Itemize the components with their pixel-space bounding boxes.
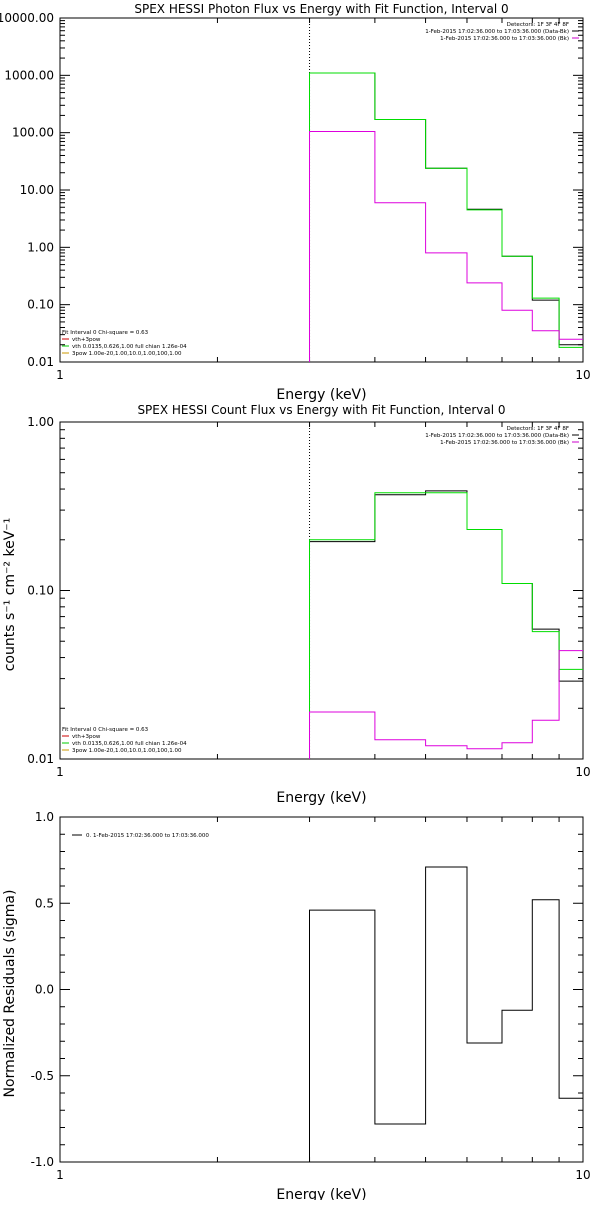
y-tick-label: 0.5 <box>35 896 54 910</box>
y-tick-label: 0.10 <box>27 584 54 598</box>
series-line-1 <box>309 492 583 759</box>
y-axis-label: Normalized Residuals (sigma) <box>2 890 18 1098</box>
y-tick-label: 0.0 <box>35 983 54 997</box>
x-axis-label: Energy (keV) <box>276 387 366 403</box>
y-tick-label: -1.0 <box>31 1155 54 1169</box>
legend-entry: vth+3pow <box>72 734 101 740</box>
legend-entry: Detectors: 1F 3F 4F 8F <box>507 22 569 28</box>
x-tick-label: 1 <box>56 765 64 779</box>
legend-entry: Fit Interval 0 Chi-square = 0.63 <box>62 330 149 336</box>
y-tick-label: 0.01 <box>27 355 54 369</box>
y-tick-label: 0.01 <box>27 752 54 766</box>
x-axis-label: Energy (keV) <box>276 790 366 806</box>
y-tick-label: 1.00 <box>27 240 54 254</box>
y-axis-label: counts s⁻¹ cm⁻² keV⁻¹ <box>2 518 18 672</box>
legend-entry: 0. 1-Feb-2015 17:02:36.000 to 17:03:36.0… <box>86 833 209 839</box>
legend-entry: 3pow 1.00e-20,1.00,10.0,1.00,100,1.00 <box>72 351 182 357</box>
plot-frame-2 <box>59 816 584 1163</box>
y-tick-label: 1.0 <box>35 810 54 824</box>
y-tick-label: 10000.00 <box>0 11 54 25</box>
chart-title-1: SPEX HESSI Count Flux vs Energy with Fit… <box>137 403 505 417</box>
legend-entry: vth 0.0135,0.626,1.00 full chian 1.26e-0… <box>72 344 187 350</box>
chart-title-0: SPEX HESSI Photon Flux vs Energy with Fi… <box>134 2 508 16</box>
legend-entry: 1-Feb-2015 17:02:36.000 to 17:03:36.000 … <box>425 29 569 35</box>
legend-entry: 1-Feb-2015 17:02:36.000 to 17:03:36.000 … <box>425 433 569 439</box>
series-line-1 <box>309 72 583 362</box>
series-line-0 <box>309 490 583 759</box>
legend-entry: 1-Feb-2015 17:02:36.000 to 17:03:36.000 … <box>440 440 569 446</box>
y-tick-label: 100.00 <box>12 126 54 140</box>
x-tick-label: 1 <box>56 1168 64 1182</box>
legend-entry: vth+3pow <box>72 337 101 343</box>
y-tick-label: -0.5 <box>31 1069 54 1083</box>
y-tick-label: 10.00 <box>20 183 54 197</box>
legend-entry: 3pow 1.00e-20,1.00,10.0,1.00,100,1.00 <box>72 748 182 754</box>
legend-entry: vth 0.0135,0.626,1.00 full chian 1.26e-0… <box>72 741 187 747</box>
y-tick-label: 0.10 <box>27 298 54 312</box>
series-line-0 <box>309 72 583 362</box>
series-line-2 <box>309 131 583 362</box>
legend-entry: Fit Interval 0 Chi-square = 0.63 <box>62 727 149 733</box>
legend-entry: 1-Feb-2015 17:02:36.000 to 17:03:36.000 … <box>440 36 569 42</box>
y-tick-label: 1000.00 <box>4 68 54 82</box>
series-line-0 <box>309 866 583 1162</box>
plot-frame-1 <box>59 421 584 760</box>
x-tick-label: 10 <box>575 368 590 382</box>
x-axis-label: Energy (keV) <box>276 1187 366 1200</box>
legend-entry: Detectors: 1F 3F 4F 8F <box>507 426 569 432</box>
x-tick-label: 10 <box>575 1168 590 1182</box>
x-tick-label: 1 <box>56 368 64 382</box>
y-tick-label: 1.00 <box>27 415 54 429</box>
x-tick-label: 10 <box>575 765 590 779</box>
series-line-2 <box>309 650 583 759</box>
